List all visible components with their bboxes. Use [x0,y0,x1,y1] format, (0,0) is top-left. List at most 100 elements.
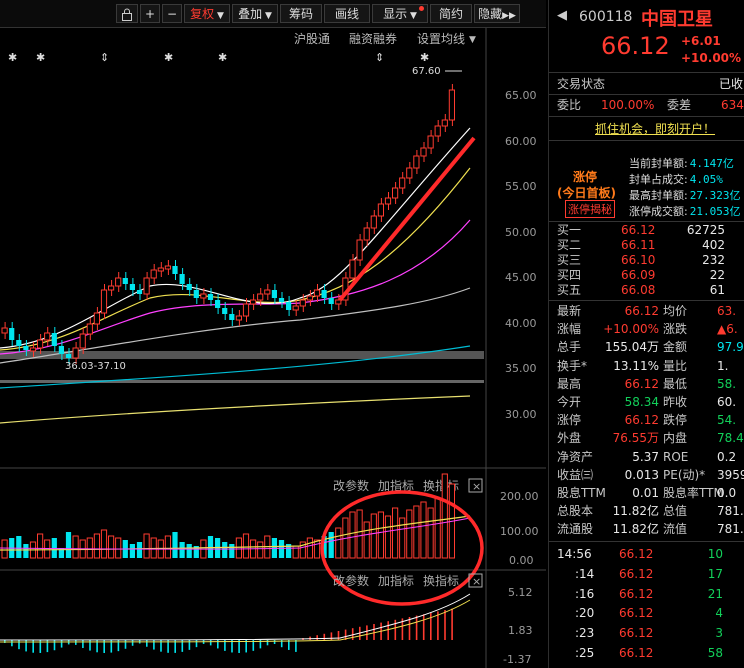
volume-bar[interactable] [37,533,44,559]
limit-up-reveal-button[interactable]: 涨停揭秘 [565,200,615,218]
volume-bar[interactable] [16,536,22,558]
candle[interactable] [115,277,122,287]
candle[interactable] [399,177,406,189]
volume-bar[interactable] [363,521,370,559]
volume-bar[interactable] [93,533,101,559]
candle[interactable] [235,315,243,321]
candle[interactable] [377,203,384,217]
bid-row[interactable]: 买四 66.09 22 [549,268,744,283]
arrow-marker-icon[interactable]: ⇕ [375,51,384,64]
star-icon[interactable]: ✱ [164,51,173,64]
macd-add-indicator-button[interactable]: 加指标 [378,573,414,588]
star-icon[interactable]: ✱ [218,51,227,64]
candle[interactable] [215,300,221,308]
volume-bar[interactable] [313,539,321,559]
candlesticks[interactable] [1,84,455,364]
vol-close-button[interactable]: × [468,478,483,493]
zoom-out-button[interactable]: − [162,4,182,23]
candle[interactable] [286,302,292,310]
volume-bar[interactable] [143,533,150,559]
candle[interactable] [222,308,228,314]
candle[interactable] [413,155,420,169]
candle[interactable] [420,147,427,157]
candle[interactable] [384,197,392,205]
vol-change-params-button[interactable]: 改参数 [333,478,369,493]
prev-stock-icon[interactable]: ◀ [557,8,567,23]
kline-chart[interactable]: 沪股通 融资融券 设置均线 ▼ ✱ ✱ ⇕ ✱ ✱ ⇕ ✱ 67.60 36.0… [0,28,546,668]
volume-bar[interactable] [193,546,199,558]
candle[interactable] [257,293,264,301]
highlight-ellipse[interactable] [320,490,484,606]
candle[interactable] [392,187,399,199]
volume-bar[interactable] [86,537,93,559]
candle[interactable] [72,347,79,359]
candle[interactable] [108,285,115,291]
volume-bar[interactable] [23,544,29,558]
candle[interactable] [172,266,178,274]
star-icon[interactable]: ✱ [8,51,17,64]
candle[interactable] [179,274,185,284]
candle[interactable] [157,267,164,272]
volume-bar[interactable] [356,509,363,559]
candle[interactable] [51,333,57,346]
candle[interactable] [229,314,235,320]
candle[interactable] [143,277,150,295]
volume-bar[interactable] [434,497,441,559]
rzrq-link[interactable]: 融资融券 [349,31,397,46]
candle[interactable] [16,340,22,346]
promo-link[interactable]: 抓住机会，即刻开户！ [595,122,716,136]
candle[interactable] [349,259,356,279]
event-markers[interactable]: ✱ ✱ ⇕ ✱ ✱ ⇕ ✱ [8,51,429,64]
candle[interactable] [441,119,448,127]
volume-bar[interactable] [321,536,327,558]
vol-add-indicator-button[interactable]: 加指标 [378,478,414,493]
candle[interactable] [271,290,277,298]
candle[interactable] [37,339,44,349]
volume-bar[interactable] [58,548,64,558]
bid-row[interactable]: 买三 66.10 232 [549,253,744,268]
candle[interactable] [193,290,199,298]
volume-bar[interactable] [406,509,413,559]
volume-bar[interactable] [306,537,313,559]
volume-bar[interactable] [384,515,392,559]
candle[interactable] [242,303,250,317]
chouma-button[interactable]: 筹码 [280,4,322,23]
candle[interactable] [292,305,299,311]
candle[interactable] [29,347,37,352]
lock-button[interactable] [116,4,138,23]
volume-bar[interactable] [65,532,72,558]
bid-row[interactable]: 买五 66.08 61 [549,283,744,298]
macd-histogram[interactable] [4,608,453,653]
volume-bar[interactable] [229,544,235,558]
candle[interactable] [23,346,29,350]
arrow-marker-icon[interactable]: ⇕ [100,51,109,64]
candle[interactable] [306,295,313,301]
volume-bar[interactable] [399,517,406,559]
volume-bar[interactable] [172,532,178,558]
volume-bar[interactable] [328,532,334,558]
candle[interactable] [299,299,306,307]
volume-bar[interactable] [392,507,399,559]
trend-line[interactable] [338,136,476,302]
volume-bar[interactable] [278,540,285,558]
candle[interactable] [200,293,207,299]
candle[interactable] [313,289,321,297]
volume-bar[interactable] [129,544,135,558]
candle[interactable] [129,284,135,290]
volume-bar[interactable] [115,537,122,559]
volume-bar[interactable] [136,542,143,558]
volume-bar[interactable] [420,501,427,559]
candle[interactable] [264,289,271,295]
candle[interactable] [9,328,15,340]
diejia-dropdown[interactable]: 叠加 ▼ [232,4,278,23]
candle[interactable] [44,332,51,341]
candle[interactable] [250,299,257,305]
candle[interactable] [328,298,334,304]
jianyue-button[interactable]: 简约 [430,4,472,23]
volume-bar[interactable] [377,511,384,559]
volume-bar[interactable] [179,542,185,558]
candle[interactable] [427,135,434,149]
candle[interactable] [150,269,157,279]
volume-bar[interactable] [1,539,8,559]
macd-change-params-button[interactable]: 改参数 [333,573,369,588]
